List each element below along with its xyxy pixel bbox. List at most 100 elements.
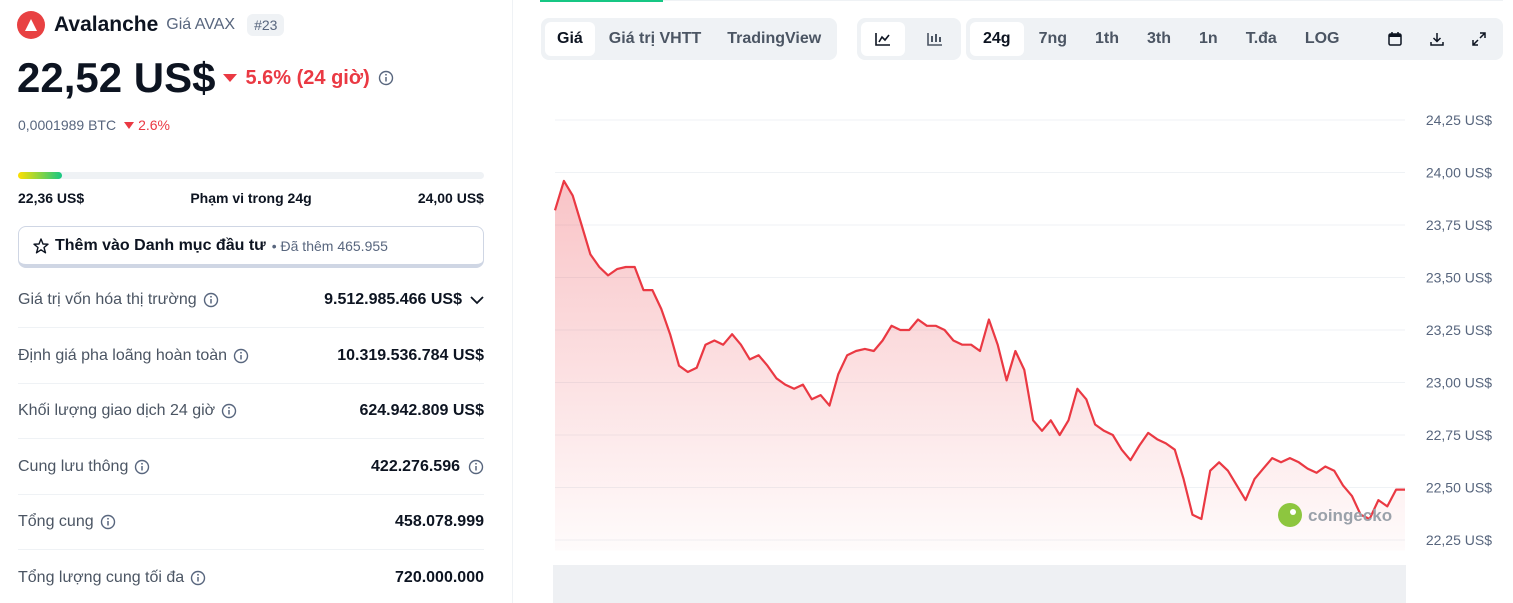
stat-value: 624.942.809 US$ [359, 402, 484, 420]
down-arrow [223, 74, 238, 82]
tab-button[interactable]: Giá trị VHTT [608, 30, 702, 47]
line-chart-button[interactable] [861, 22, 905, 56]
calendar-icon [1388, 32, 1402, 46]
period-button[interactable]: 1n [1199, 30, 1218, 47]
info-icon[interactable] [100, 514, 116, 530]
line-icon [875, 33, 890, 46]
stat-value: 422.276.596 [371, 458, 484, 476]
stat-value-text: 624.942.809 US$ [359, 402, 484, 419]
price-area [555, 180, 1405, 551]
stat-label: Cung lưu thông [18, 458, 150, 476]
info-icon[interactable] [134, 459, 150, 475]
y-tick-label: 24,00 US$ [1426, 165, 1492, 181]
stat-value-text: 458.078.999 [395, 513, 484, 530]
stat-value-text: 9.512.985.466 US$ [324, 291, 462, 308]
stat-value: 10.319.536.784 US$ [337, 347, 484, 365]
download-button[interactable] [1417, 22, 1457, 56]
stat-row: Cung lưu thông 422.276.596 [18, 440, 484, 495]
info-icon[interactable] [221, 403, 237, 419]
y-tick-label: 23,00 US$ [1426, 375, 1492, 391]
stat-label: Tổng lượng cung tối đa [18, 569, 206, 587]
download-icon [1430, 33, 1444, 46]
y-tick-label: 22,50 US$ [1426, 480, 1492, 496]
stat-label-text: Tổng lượng cung tối đa [18, 568, 185, 586]
stat-value-text: 10.319.536.784 US$ [337, 346, 484, 364]
tab-button[interactable]: Giá [545, 22, 595, 56]
info-icon[interactable] [468, 459, 484, 475]
chevron[interactable] [470, 295, 484, 305]
range-fill [18, 172, 62, 179]
stat-value: 720.000.000 [395, 569, 484, 587]
info-icon[interactable] [378, 70, 394, 86]
info-icon[interactable] [233, 348, 249, 364]
stat-label: Khối lượng giao dịch 24 giờ [18, 402, 237, 420]
btc-line: 0,0001989 BTC 2.6% [18, 117, 170, 133]
watermark: coingecko [1278, 503, 1392, 527]
stat-label-text: Tổng cung [18, 513, 94, 530]
calendar-button[interactable] [1375, 22, 1415, 56]
info-icon[interactable] [203, 292, 219, 308]
y-tick-label: 23,25 US$ [1426, 322, 1492, 338]
range-bar [18, 172, 484, 179]
range-labels: 22,36 US$ Phạm vi trong 24g 24,00 US$ [18, 190, 484, 206]
stat-value-text: 720.000.000 [395, 568, 484, 586]
price-line [553, 179, 1405, 521]
tab-line [663, 0, 1503, 1]
watchlist-button[interactable]: Thêm vào Danh mục đầu tư • Đã thêm 465.9… [18, 226, 484, 268]
period-button[interactable]: 1th [1095, 30, 1120, 47]
period-button[interactable]: 3th [1147, 30, 1172, 47]
period-button[interactable]: 24g [970, 22, 1024, 56]
stat-value: 458.078.999 [395, 513, 484, 531]
coin-header: Avalanche Giá AVAX #23 [16, 10, 285, 40]
range-label: Phạm vi trong 24g [190, 190, 312, 206]
tab-button[interactable]: TradingView [727, 30, 822, 47]
period-button[interactable]: 7ng [1038, 30, 1068, 47]
stat-row: Tổng lượng cung tối đa 720.000.000 [18, 551, 484, 603]
stat-value: 9.512.985.466 US$ [324, 291, 484, 309]
stat-row: Định giá pha loãng hoàn toàn 10.319.536.7… [18, 329, 484, 384]
expand-icon [1472, 32, 1486, 46]
stat-row: Giá trị vốn hóa thị trường 9.512.985.466 … [18, 273, 484, 328]
chart-style-group [857, 18, 961, 60]
y-tick-label: 23,75 US$ [1426, 217, 1492, 233]
range-high: 24,00 US$ [417, 190, 484, 206]
btc-price: 0,0001989 BTC [18, 117, 117, 133]
info-icon[interactable] [190, 570, 206, 586]
fullscreen-button[interactable] [1459, 22, 1499, 56]
price-chart: coingecko 22,25 US$ 22,50 US$ 22,75 US$ 23,… [553, 112, 1492, 603]
price-line: 22,52 US$ 5.6% (24 giờ) [17, 54, 394, 102]
stat-label-text: Định giá pha loãng hoàn toàn [18, 346, 228, 364]
price-change: 5.6% (24 giờ) [245, 66, 370, 89]
candle-chart-button[interactable] [913, 22, 957, 56]
coin-logo [17, 11, 45, 39]
range-low: 22,36 US$ [18, 190, 85, 206]
price: 22,52 US$ [17, 54, 216, 101]
stat-label-text: Cung lưu thông [18, 457, 129, 475]
btc-change: 2.6% [138, 117, 170, 133]
watchlist-label: Thêm vào Danh mục đầu tư [55, 236, 266, 254]
stat-label-text: Giá trị vốn hóa thị trường [18, 291, 197, 308]
coin-subtitle: Giá AVAX [166, 16, 236, 33]
volume-bars [553, 565, 1406, 603]
stat-label: Định giá pha loãng hoàn toàn [18, 347, 249, 365]
stat-label-text: Khối lượng giao dịch 24 giờ [18, 402, 216, 419]
y-tick-label: 22,25 US$ [1426, 532, 1492, 548]
period-button[interactable]: LOG [1304, 30, 1340, 47]
coin-name: Avalanche [54, 13, 159, 36]
period-button[interactable]: T.đa [1245, 30, 1277, 47]
tab-group: Giá Giá trị VHTT TradingView [541, 18, 838, 60]
stat-label: Tổng cung [18, 513, 116, 531]
stat-label: Giá trị vốn hóa thị trường [18, 291, 219, 309]
y-tick-label: 24,25 US$ [1426, 112, 1492, 128]
coin-rank: #23 [247, 14, 285, 36]
stat-value-text: 422.276.596 [371, 457, 460, 475]
stat-row: Tổng cung 458.078.999 [18, 495, 484, 550]
tab-indicator [540, 0, 663, 2]
candle-icon [927, 33, 942, 46]
period-group: 24g 7ng 1th 3th 1n T.đa LOG [966, 18, 1503, 60]
y-tick-label: 22,75 US$ [1426, 427, 1492, 443]
down-arrow [124, 121, 135, 129]
stat-row: Khối lượng giao dịch 24 giờ 624.942.809 U… [18, 384, 484, 439]
